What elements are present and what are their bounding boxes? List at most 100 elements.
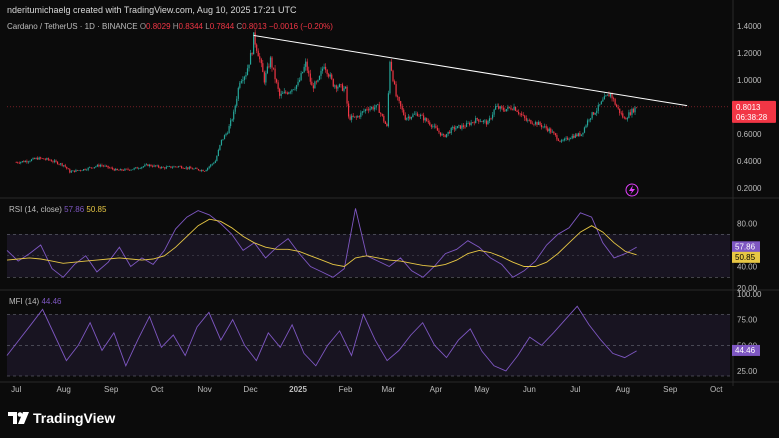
candle-body (128, 169, 131, 171)
candle (511, 108, 514, 111)
candle-body (75, 169, 77, 172)
candle (69, 168, 71, 174)
candle-body (481, 121, 483, 123)
candle-body (519, 113, 521, 115)
candle-body (510, 107, 512, 110)
candle (456, 125, 458, 129)
candle-body (213, 162, 215, 164)
rsi-value-badge-box (732, 241, 760, 253)
candle-body (298, 79, 301, 82)
candle (504, 107, 506, 112)
candle-body (53, 160, 56, 162)
price-tick-label: 0.6000 (737, 130, 762, 139)
candle-body (340, 84, 342, 85)
candle (177, 165, 180, 168)
candle-body (159, 167, 161, 169)
candle-body (305, 61, 307, 67)
candle (591, 111, 593, 120)
candle (254, 29, 256, 48)
candle-body (632, 108, 635, 113)
candle-body (491, 114, 494, 119)
x-tick-label: Aug (616, 385, 630, 394)
candle-body (109, 167, 111, 169)
candle-body (248, 64, 250, 69)
candle (418, 114, 420, 117)
candle (346, 85, 348, 107)
candle (314, 80, 316, 89)
candle (473, 120, 475, 126)
candle-body (254, 32, 256, 45)
candle-body (118, 170, 120, 171)
candle (308, 66, 310, 77)
candle-body (397, 96, 399, 97)
candle-body (46, 158, 48, 160)
candle-body (568, 139, 570, 140)
rsi-ma-badge-text: 50.85 (735, 253, 756, 262)
price-tick-label: 0.4000 (737, 157, 762, 166)
candle (118, 169, 120, 171)
candle-body (467, 123, 469, 124)
candle (401, 103, 403, 113)
open-value: 0.8029 (146, 22, 171, 31)
candle-body (398, 96, 400, 102)
candle (181, 165, 183, 169)
candle-body (367, 109, 370, 111)
candle-body (222, 139, 224, 140)
candle (158, 164, 160, 169)
candle (513, 103, 515, 111)
candle (545, 124, 547, 131)
candle-body (291, 89, 293, 92)
candle (300, 70, 302, 81)
candle (18, 161, 20, 164)
candle-body (309, 73, 311, 82)
candle-body (427, 121, 429, 123)
candle-body (351, 115, 353, 120)
price-badge-value: 0.8013 (736, 103, 761, 112)
candle (329, 72, 331, 79)
candle (540, 123, 543, 130)
candle (369, 105, 371, 112)
candle (193, 168, 195, 170)
candle (341, 82, 344, 92)
candle (423, 112, 425, 123)
candle-body (611, 93, 613, 99)
candle-body (585, 125, 587, 128)
candle (409, 115, 411, 121)
candle (165, 165, 167, 170)
candle (537, 120, 540, 125)
x-tick-label: Mar (382, 385, 396, 394)
candle-body (256, 44, 258, 51)
candle-body (177, 166, 180, 167)
low-label: L (205, 22, 210, 31)
candle (442, 133, 445, 138)
mfi-name[interactable]: MFI (14) (9, 297, 40, 306)
candle (135, 167, 137, 169)
candle-body (262, 63, 264, 73)
candle-body (138, 168, 140, 169)
candle-body (184, 168, 186, 169)
candle (136, 166, 138, 169)
candle (323, 63, 325, 70)
candle (465, 120, 468, 128)
candle (360, 110, 362, 120)
candle (542, 126, 544, 129)
candle-body (259, 56, 261, 60)
candle-body (145, 164, 147, 165)
candle-body (432, 126, 434, 127)
candle (256, 43, 258, 54)
candle (90, 167, 92, 170)
candle-body (540, 124, 543, 128)
candle (453, 125, 455, 132)
candle (37, 156, 39, 160)
candle-body (249, 53, 252, 65)
symbol-name[interactable]: Cardano / TetherUS · 1D · BINANCE (7, 22, 138, 31)
candle-body (173, 166, 175, 168)
candle-body (634, 107, 636, 113)
candle-body (576, 134, 578, 137)
candle-body (315, 81, 318, 83)
candle (187, 167, 189, 170)
rsi-name[interactable]: RSI (14, close) (9, 205, 62, 214)
candle-body (597, 104, 599, 111)
candle-body (242, 80, 244, 82)
